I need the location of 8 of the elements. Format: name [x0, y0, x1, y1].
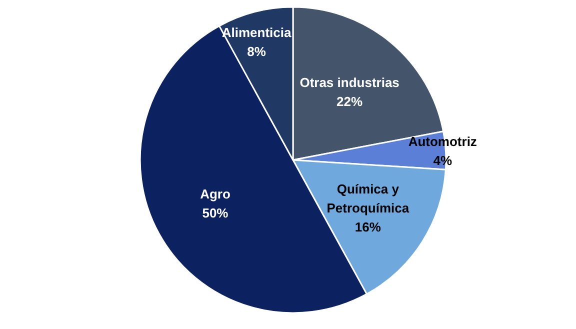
data-label: 22% — [336, 94, 364, 109]
slice-label: Química y Petroquímica — [326, 181, 410, 216]
data-label: 16% — [354, 219, 382, 234]
slice-label: Otras industrias — [300, 74, 400, 90]
data-label: 8% — [247, 43, 266, 58]
data-label: 50% — [202, 204, 229, 220]
slice-label: Agro — [200, 186, 230, 201]
slice-label: Alimenticia — [222, 24, 292, 40]
